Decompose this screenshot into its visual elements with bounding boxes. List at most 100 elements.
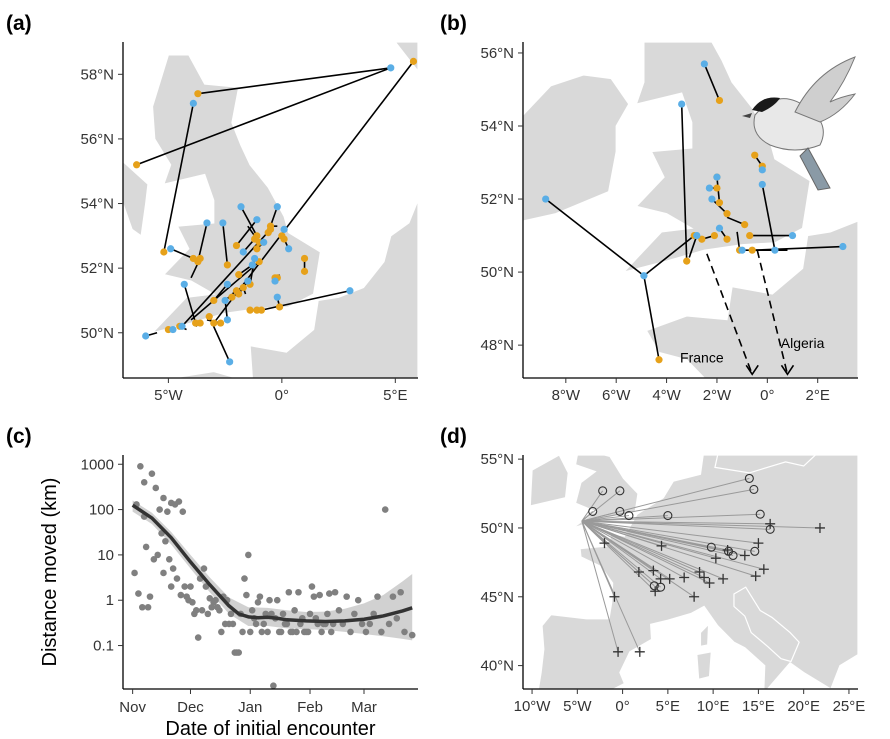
end-point [253, 232, 261, 240]
y-tick-label-c: 1 [106, 592, 114, 609]
y-tick-label-a: 52°N [80, 260, 114, 277]
data-point [181, 583, 188, 590]
panel-b: France Algeria 8°W 6°W 4°W 2°W 0° 2°E 48°N 50°N 52… [480, 42, 858, 404]
start-point [788, 231, 797, 240]
start-point [226, 358, 234, 366]
start-point [239, 248, 247, 256]
x-tick-label-b: 0° [760, 387, 774, 404]
land-b [523, 42, 858, 378]
movement-line [190, 261, 260, 321]
recovery-line [581, 520, 685, 578]
cross-marker [609, 591, 620, 602]
circle-marker [706, 542, 716, 552]
data-point [302, 628, 310, 636]
data-point [138, 603, 146, 611]
recovery-line [581, 520, 656, 592]
data-point [154, 551, 162, 559]
start-point [678, 100, 686, 108]
y-tick-label-c: 10 [97, 547, 114, 564]
recovery-line [581, 511, 594, 522]
data-point [374, 593, 381, 600]
y-tick-label-d: 45°N [480, 589, 514, 606]
end-point [257, 306, 266, 314]
annotation-france: France [680, 350, 724, 366]
movement-line [545, 198, 645, 277]
landmass-baltic [714, 455, 817, 474]
x-tick-label-b: 2°E [806, 387, 830, 404]
x-tick-label-d: 5°W [563, 698, 592, 715]
data-point [204, 610, 212, 618]
map-area-a [123, 42, 418, 378]
end-point [275, 303, 284, 311]
landmass-scan [394, 42, 418, 73]
start-point [203, 219, 211, 227]
landmass-cont [249, 200, 418, 378]
movement-line-dashed [706, 253, 753, 375]
x-tick-label-b: 6°W [602, 387, 631, 404]
data-point [279, 610, 287, 618]
bird-illustration [742, 56, 857, 191]
panel-tag-b: (b) [440, 12, 467, 35]
data-point [243, 591, 250, 599]
y-tick-label-c: 100 [89, 502, 114, 519]
start-point [758, 166, 766, 174]
start-point [387, 64, 395, 72]
data-point [246, 628, 254, 636]
cross-marker [758, 564, 769, 575]
data-point [144, 603, 152, 611]
cross-marker [689, 591, 700, 602]
x-tick-label-c: Jan [238, 699, 262, 716]
cross-marker [722, 544, 733, 555]
sea-adriatic [733, 586, 800, 663]
x-tick-label-d: 5°E [656, 698, 680, 715]
data-point [370, 610, 377, 618]
x-tick-label-a: 0° [275, 387, 289, 404]
data-point [266, 596, 273, 604]
landmass-ire [529, 455, 569, 507]
end-point [192, 319, 200, 327]
start-point [715, 224, 724, 232]
data-point [308, 583, 316, 590]
data-point [162, 537, 169, 545]
cross-marker [655, 573, 666, 584]
landmass-corsica [699, 622, 710, 648]
start-point [167, 245, 175, 253]
recovery-line [581, 520, 661, 580]
data-point [150, 555, 158, 563]
x-tick-label-c: Feb [297, 699, 323, 716]
end-point [655, 356, 663, 364]
data-point [239, 628, 246, 636]
y-tick-label-d: 55°N [480, 451, 514, 468]
movement-line [643, 234, 695, 277]
end-point [205, 313, 213, 321]
data-point [331, 588, 339, 596]
data-point [191, 610, 198, 618]
end-point [713, 184, 721, 192]
end-point [194, 258, 202, 266]
end-point [409, 57, 418, 65]
start-point [271, 277, 279, 285]
start-point [223, 316, 231, 324]
recovery-line [581, 490, 604, 522]
x-tick-label-b: 8°W [552, 387, 581, 404]
data-point [148, 470, 156, 477]
data-point [164, 508, 171, 515]
cross-marker [718, 573, 729, 584]
start-point [221, 296, 229, 305]
start-point [640, 272, 648, 280]
end-point [710, 231, 719, 240]
data-point [214, 603, 221, 611]
data-point [378, 628, 385, 636]
x-tick-label-d: 0° [615, 698, 629, 715]
data-point [306, 610, 314, 618]
x-tick-label-b: 2°W [703, 387, 732, 404]
data-point [385, 620, 393, 628]
data-point [173, 575, 181, 582]
data-point [175, 498, 183, 505]
bird-tail [799, 147, 831, 191]
movement-line [688, 235, 698, 258]
x-tick-label-d: 15°E [742, 698, 775, 715]
circle-marker [615, 506, 625, 516]
start-point [280, 225, 288, 233]
